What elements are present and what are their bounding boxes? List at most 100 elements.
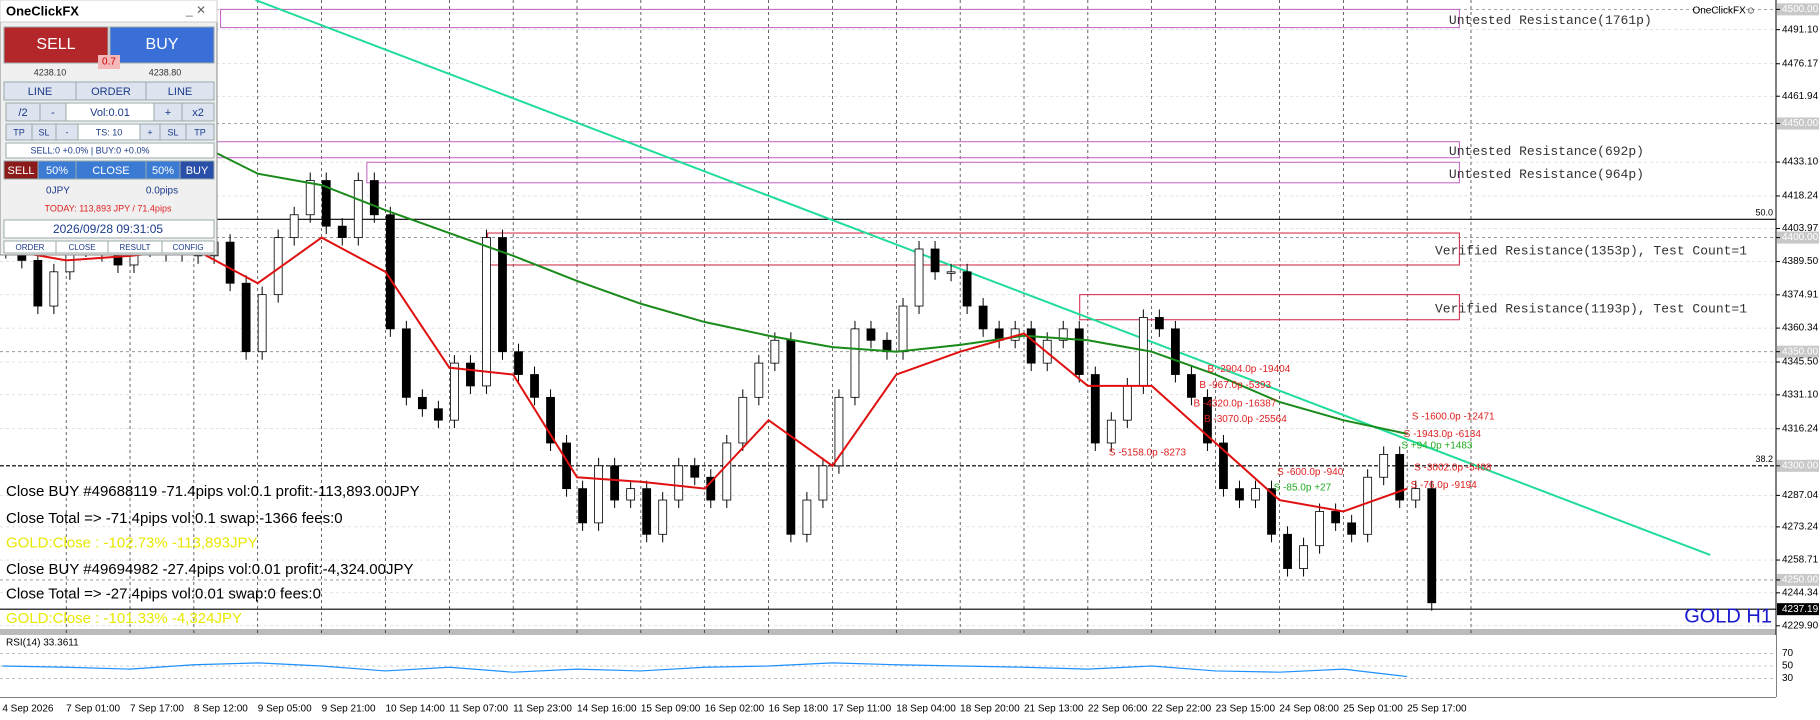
price-tick-label: 4331.10: [1782, 389, 1819, 400]
candle-body: [225, 241, 235, 284]
price-tick-label: 4250.00: [1782, 575, 1819, 586]
row4-button[interactable]: BUY: [186, 165, 209, 177]
row1-button[interactable]: ORDER: [91, 86, 131, 98]
trend-line: [255, 0, 1711, 556]
fib-label: 38.2: [1755, 454, 1773, 464]
tick-highlight: [1777, 231, 1819, 244]
panel-box: [161, 240, 215, 254]
time-label: 11 Sep 07:00: [449, 704, 508, 715]
candle-body: [1363, 476, 1373, 535]
time-label: 16 Sep 02:00: [705, 704, 765, 715]
candle-body: [1411, 488, 1421, 501]
price-tick-label: 4287.04: [1782, 490, 1819, 501]
candle-body: [658, 499, 668, 535]
candle-body: [1122, 385, 1132, 421]
candle-body: [914, 248, 924, 307]
candle-body: [385, 214, 395, 330]
row2-button[interactable]: /2: [18, 107, 27, 119]
row3-button[interactable]: SL: [167, 127, 178, 137]
row3-button[interactable]: TP: [13, 127, 25, 137]
candle-body: [546, 396, 555, 444]
candle-body: [1058, 328, 1068, 341]
row3-button[interactable]: -: [66, 127, 69, 137]
trade-panel: OneClickFX _ ✕ SELL BUY 0.7 4238.10 4238.80 LIN…: [0, 0, 218, 256]
row1-button[interactable]: LINE: [168, 86, 192, 98]
candle-body: [1331, 511, 1341, 524]
candle-body: [1395, 454, 1405, 501]
price-tick-label: 4491.10: [1782, 24, 1819, 35]
tick-highlight: [1777, 117, 1819, 130]
candle-body: [1251, 488, 1260, 501]
candle-body: [1347, 522, 1357, 535]
time-label: 17 Sep 11:00: [832, 704, 891, 715]
row4-button[interactable]: CLOSE: [92, 165, 129, 177]
row4-button[interactable]: SELL: [8, 165, 35, 177]
tick-highlight: [1777, 3, 1819, 16]
time-label: 16 Sep 18:00: [769, 704, 829, 715]
sell-button[interactable]: SELL: [36, 36, 75, 53]
log-line: Close BUY #49688119 -71.4pips vol:0.1 pr…: [6, 483, 420, 500]
ask-price: 4238.80: [149, 67, 182, 77]
candle-body: [930, 248, 940, 273]
candle-body: [241, 282, 251, 353]
trade-label: B -3070.0p -25564: [1204, 414, 1287, 425]
time-label: 11 Sep 23:00: [513, 704, 572, 715]
zone-label: Untested Resistance(964p): [1449, 167, 1644, 182]
tabs-button[interactable]: CONFIG: [172, 243, 203, 252]
row1-button[interactable]: LINE: [28, 86, 52, 98]
log-line: GOLD:Close : -101.33% -4,324JPY: [6, 610, 242, 627]
candle-body: [1379, 454, 1389, 478]
candle-body: [642, 488, 652, 535]
pane-separator: [0, 629, 1776, 635]
fib-label: 50.0: [1755, 208, 1773, 218]
panel-box: [5, 142, 215, 159]
candle-body: [289, 214, 299, 238]
row2-button[interactable]: +: [165, 107, 171, 119]
candle-body: [1283, 533, 1292, 569]
candle-body: [1219, 442, 1228, 490]
row2-button[interactable]: Vol:0.01: [90, 107, 130, 119]
tabs-button[interactable]: ORDER: [16, 243, 45, 252]
row3-button[interactable]: SL: [38, 127, 49, 137]
price-tick-label: 4500.00: [1782, 4, 1819, 15]
price-tick-label: 4461.94: [1782, 91, 1819, 102]
row4-button[interactable]: 50%: [46, 165, 68, 177]
row4-button[interactable]: 50%: [152, 165, 174, 177]
positions: SELL:0 +0.0% | BUY:0 +0.0%: [31, 145, 150, 155]
candle-body: [850, 328, 860, 398]
trade-label: B -2904.0p -19404: [1207, 364, 1290, 375]
price-tick-label: 4374.91: [1782, 289, 1819, 300]
ma-slow: [193, 140, 1408, 435]
row3-button[interactable]: +: [147, 127, 152, 137]
row3-button[interactable]: TS: 10: [96, 127, 123, 137]
candle-body: [770, 339, 780, 364]
price-tick-label: 4476.17: [1782, 58, 1819, 69]
tabs-button[interactable]: CLOSE: [68, 243, 95, 252]
candle-body: [353, 180, 363, 238]
tabs-button[interactable]: RESULT: [120, 243, 151, 252]
row2-button[interactable]: -: [51, 107, 55, 119]
row2-button[interactable]: x2: [192, 107, 204, 119]
trade-label: S -600.0p -940: [1277, 467, 1344, 478]
price-tick-label: 4273.24: [1782, 522, 1819, 533]
price-tick-label: 4300.00: [1782, 460, 1819, 471]
zone-label: Verified Resistance(1193p), Test Count=1: [1435, 302, 1747, 317]
panel-box: [109, 26, 215, 64]
row3-button[interactable]: TP: [194, 127, 206, 137]
candle-body: [1074, 328, 1084, 375]
trade-label: S -76.0p -9194: [1411, 480, 1478, 491]
candle-body: [834, 396, 844, 467]
log-line: Close BUY #49694982 -27.4pips vol:0.01 p…: [6, 561, 414, 578]
panel-title: OneClickFX: [6, 3, 79, 18]
rsi-line: [2, 662, 1408, 678]
trade-label: S -1600.0p -12471: [1412, 411, 1495, 422]
trade-label: B -4320.0p -16387: [1194, 399, 1277, 410]
price-tick-label: 4433.10: [1782, 157, 1819, 168]
time-label: 23 Sep 15:00: [1216, 704, 1276, 715]
candle-body: [802, 499, 812, 535]
time-label: 8 Sep 12:00: [194, 704, 248, 715]
candle-body: [1026, 328, 1036, 364]
time-label: 18 Sep 04:00: [896, 704, 956, 715]
buy-button[interactable]: BUY: [146, 36, 179, 53]
